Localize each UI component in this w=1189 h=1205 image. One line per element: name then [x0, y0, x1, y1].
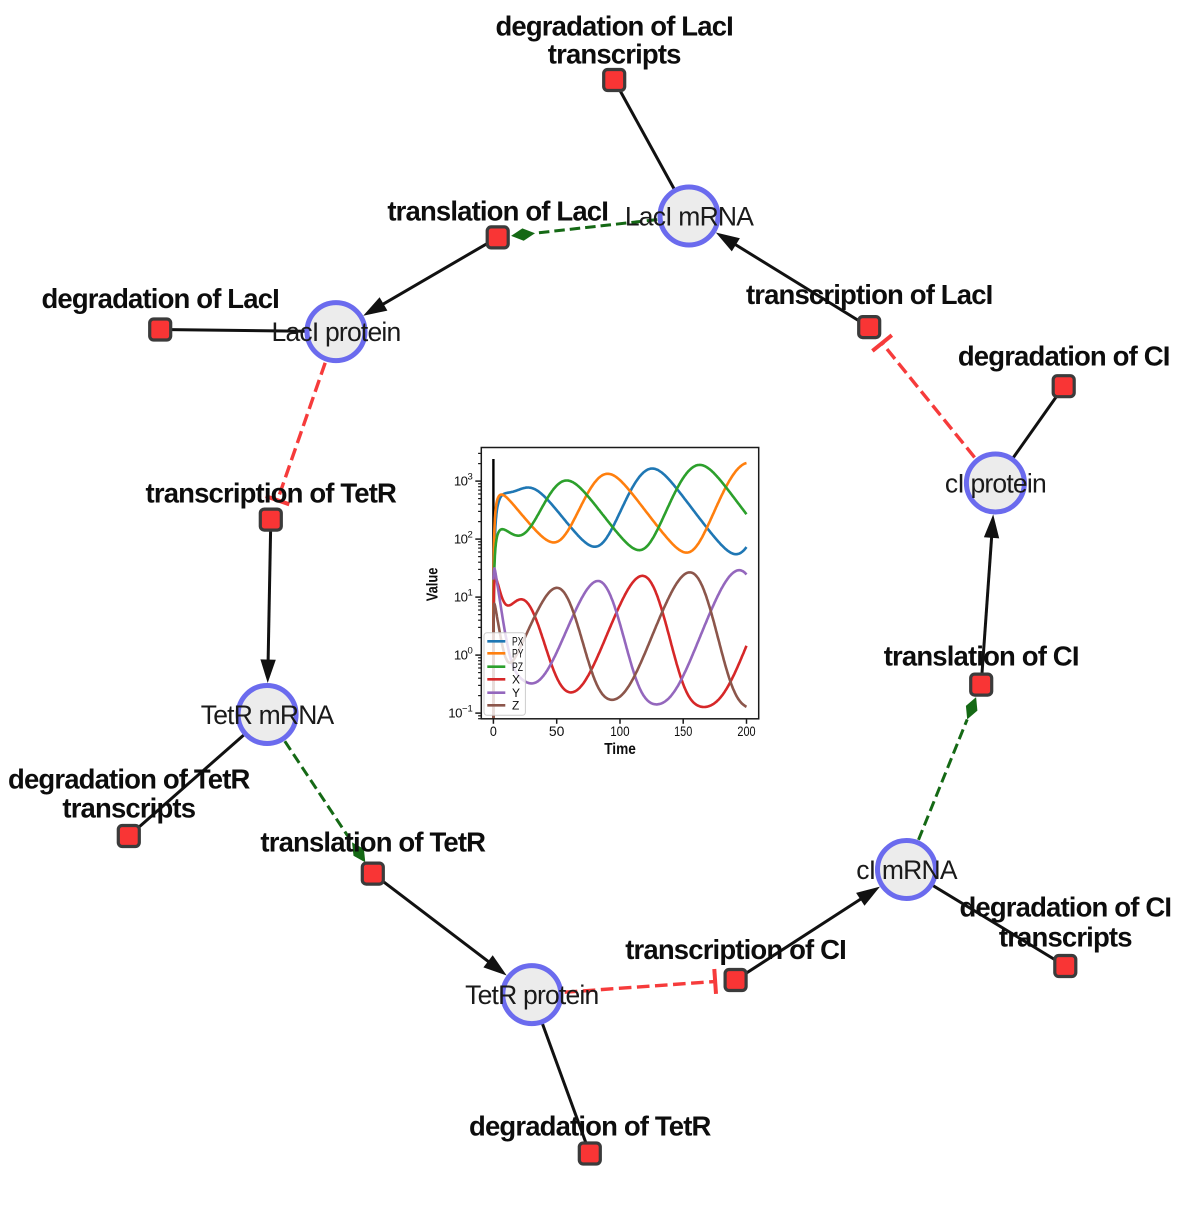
svg-text:cI protein: cI protein	[945, 469, 1046, 499]
svg-text:200: 200	[737, 724, 755, 739]
svg-text:X: X	[512, 673, 520, 687]
svg-text:100: 100	[610, 724, 630, 739]
svg-text:degradation of CI: degradation of CI	[958, 340, 1170, 371]
svg-text:PX: PX	[512, 635, 523, 649]
svg-text:translation of LacI: translation of LacI	[387, 196, 608, 227]
svg-text:Value: Value	[425, 567, 442, 601]
svg-text:TetR protein: TetR protein	[465, 980, 598, 1010]
svg-text:translation of CI: translation of CI	[884, 640, 1079, 671]
svg-text:PY: PY	[512, 647, 523, 661]
svg-text:transcription of CI: transcription of CI	[625, 934, 846, 965]
svg-text:degradation of LacI: degradation of LacI	[41, 283, 279, 314]
svg-text:degradation of TetR: degradation of TetR	[8, 764, 251, 795]
svg-text:degradation of CI: degradation of CI	[959, 892, 1171, 923]
svg-text:LacI protein: LacI protein	[272, 317, 401, 347]
svg-text:PZ: PZ	[512, 660, 523, 674]
svg-text:0: 0	[490, 724, 497, 739]
svg-text:TetR mRNA: TetR mRNA	[201, 700, 335, 730]
svg-text:150: 150	[674, 724, 692, 739]
svg-text:transcripts: transcripts	[62, 792, 195, 823]
svg-text:translation of TetR: translation of TetR	[260, 827, 486, 858]
svg-text:50: 50	[549, 724, 565, 739]
svg-text:cI mRNA: cI mRNA	[856, 855, 958, 885]
svg-text:transcripts: transcripts	[548, 39, 681, 70]
svg-text:Time: Time	[604, 741, 636, 758]
svg-text:Z: Z	[512, 699, 519, 713]
svg-text:Y: Y	[512, 686, 520, 700]
svg-text:degradation of LacI: degradation of LacI	[495, 11, 733, 42]
svg-text:transcription of TetR: transcription of TetR	[146, 477, 398, 508]
svg-text:transcripts: transcripts	[999, 922, 1132, 953]
svg-text:degradation of TetR: degradation of TetR	[469, 1110, 712, 1141]
svg-text:LacI mRNA: LacI mRNA	[625, 202, 754, 232]
svg-text:transcription of LacI: transcription of LacI	[746, 279, 993, 310]
